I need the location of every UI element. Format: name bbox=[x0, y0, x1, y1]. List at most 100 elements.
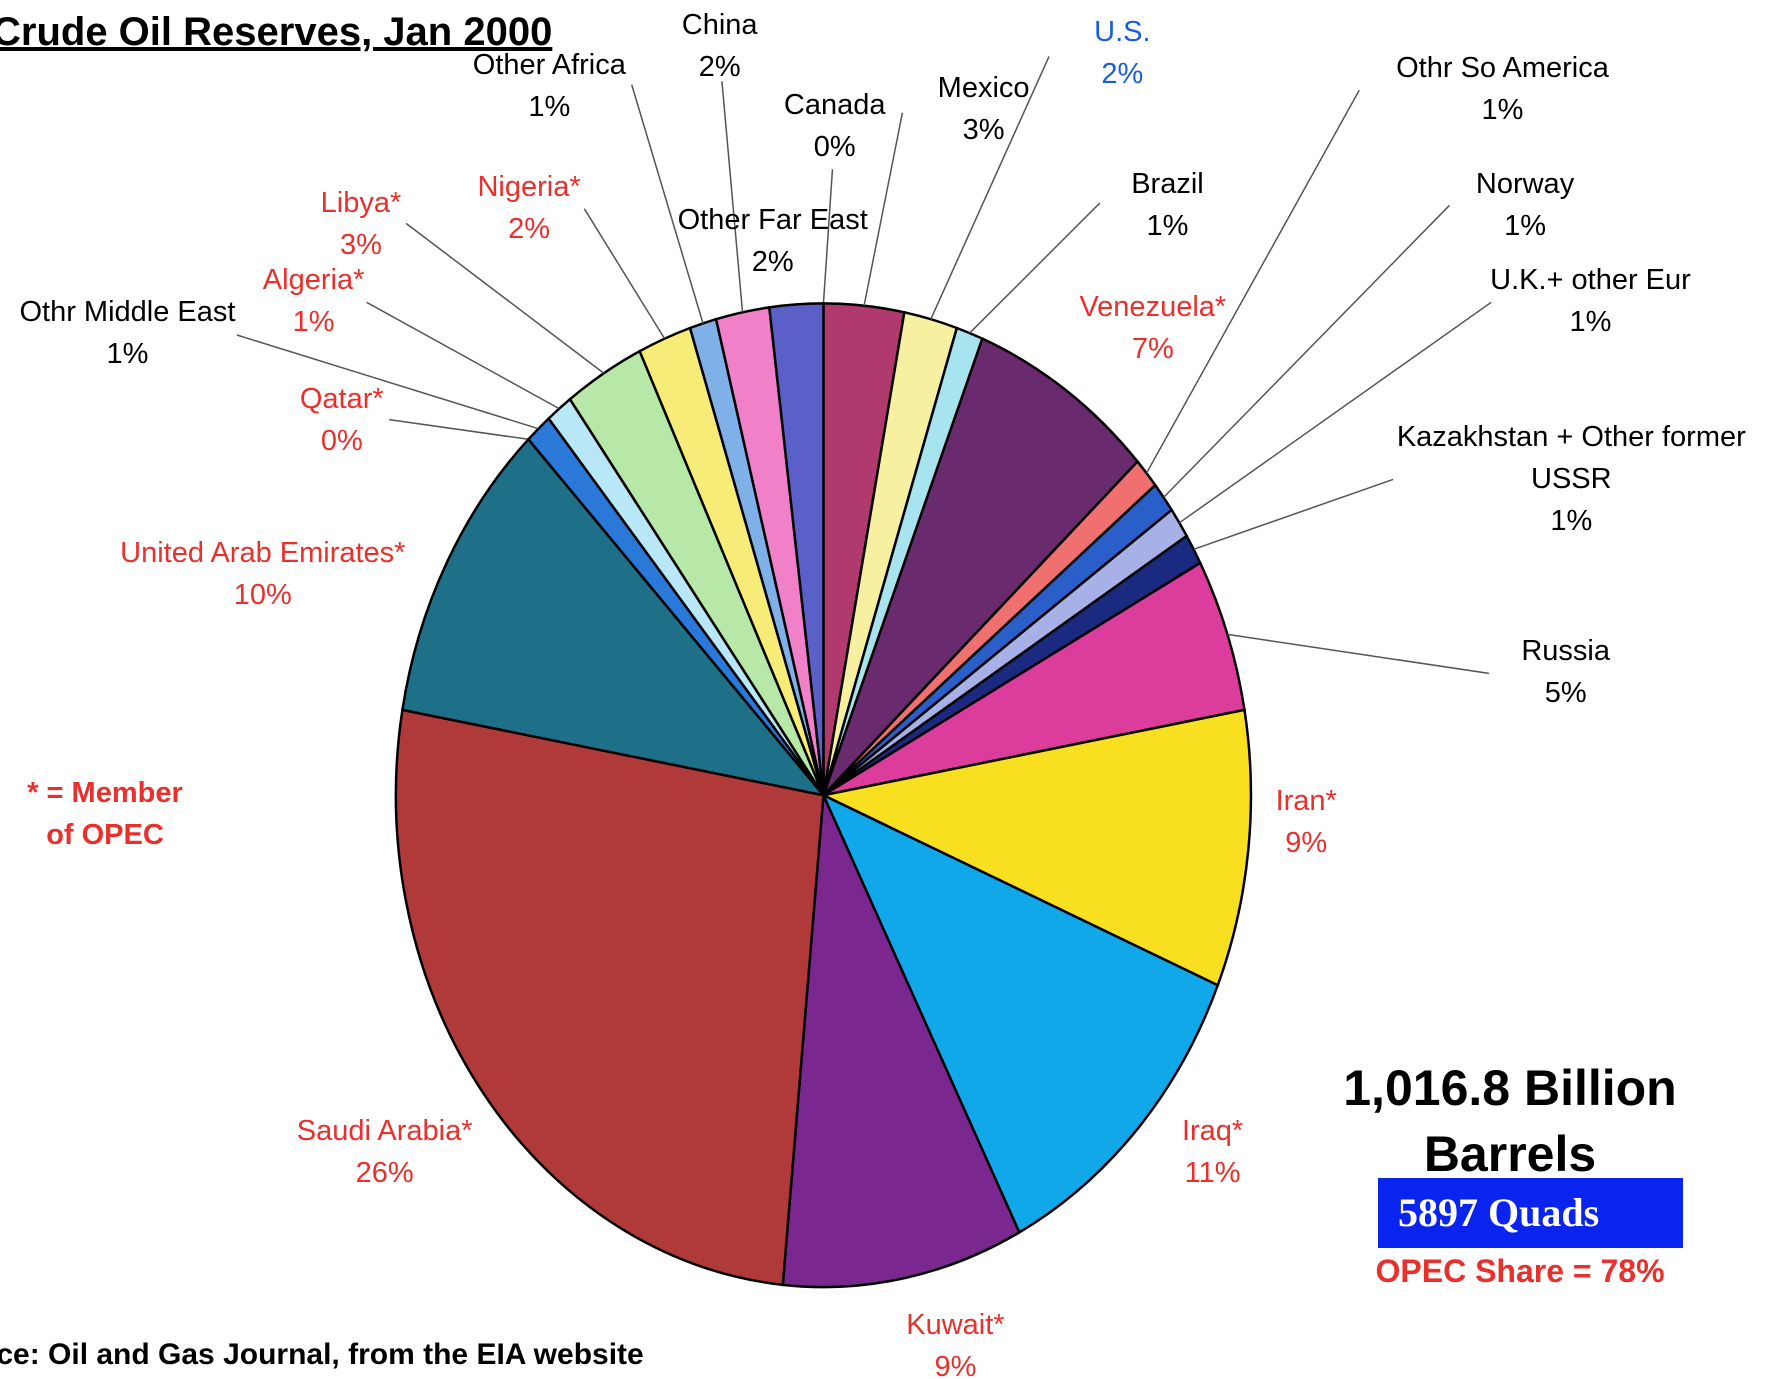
slice-label: Other Africa 1% bbox=[473, 44, 626, 128]
leader-line bbox=[405, 222, 605, 374]
slice-value: 2% bbox=[508, 213, 550, 246]
slice-label: Algeria* 1% bbox=[263, 259, 365, 343]
leader-line bbox=[822, 169, 834, 304]
slice-name: Venezuela* bbox=[1079, 290, 1227, 323]
slice-label: Russia 5% bbox=[1521, 630, 1610, 714]
slice-label: U.K.+ other Eur 1% bbox=[1490, 259, 1691, 343]
slice-name: Norway bbox=[1475, 167, 1575, 200]
slice-value: 1% bbox=[106, 338, 149, 371]
slice-value: 5% bbox=[1544, 676, 1587, 709]
quads-annotation: 5897 Quads bbox=[1378, 1178, 1683, 1248]
pie-slice bbox=[819, 708, 1253, 987]
slice-name: Iran* bbox=[1275, 784, 1337, 817]
slice-name: Other Africa bbox=[472, 49, 626, 82]
opec-note: * = Member of OPEC bbox=[27, 777, 183, 851]
leader-line bbox=[1227, 633, 1490, 675]
leader-line bbox=[583, 208, 666, 340]
pie-slice bbox=[394, 708, 825, 1287]
slice-name: Nigeria* bbox=[477, 171, 581, 204]
slice-value: 3% bbox=[339, 229, 382, 262]
slice-value: 7% bbox=[1131, 332, 1174, 365]
slice-label: China 2% bbox=[682, 4, 758, 88]
slice-label: Saudi Arabia* 26% bbox=[297, 1110, 473, 1194]
leader-line bbox=[630, 84, 704, 324]
slice-label: Iran* 9% bbox=[1276, 780, 1337, 864]
slice-value: 1% bbox=[292, 305, 335, 338]
slice-label: Norway 1% bbox=[1476, 163, 1574, 247]
slice-value: 1% bbox=[528, 91, 571, 124]
slice-name: Mexico bbox=[937, 71, 1030, 104]
leader-line bbox=[863, 112, 904, 306]
source-note: Source: Oil and Gas Journal, from the EI… bbox=[0, 1338, 644, 1371]
slice-value: 26% bbox=[355, 1157, 414, 1190]
slice-label: Kuwait* 9% bbox=[906, 1304, 1004, 1379]
slice-label: United Arab Emirates* 10% bbox=[120, 532, 405, 616]
slice-name: U.S. bbox=[1094, 15, 1151, 48]
slice-name: Othr So America bbox=[1396, 51, 1609, 84]
pie-slice bbox=[822, 561, 1246, 797]
leader-line bbox=[1193, 478, 1394, 551]
slice-label: Iraq* 11% bbox=[1182, 1110, 1243, 1194]
slice-value: 2% bbox=[698, 50, 741, 83]
slice-name: Iraq* bbox=[1181, 1115, 1244, 1148]
leader-line bbox=[236, 334, 539, 430]
slice-name: Other Far East bbox=[677, 203, 868, 236]
slice-value: 9% bbox=[1285, 826, 1328, 859]
slice-value: 1% bbox=[1569, 305, 1612, 338]
slice-name: Libya* bbox=[320, 187, 402, 220]
slice-label: Canada 0% bbox=[784, 84, 886, 168]
pie-slice bbox=[767, 302, 825, 796]
leader-line bbox=[721, 81, 744, 313]
slice-name: Brazil bbox=[1131, 167, 1204, 200]
leader-line bbox=[930, 56, 1050, 320]
slice-value: 2% bbox=[751, 245, 794, 278]
total-annotation: 1,016.8 Billion Barrels bbox=[1343, 1060, 1677, 1182]
slice-name: Kuwait* bbox=[906, 1309, 1005, 1342]
slice-label: Nigeria* 2% bbox=[477, 166, 580, 250]
slice-value: 1% bbox=[1481, 93, 1524, 126]
slice-name: Russia bbox=[1521, 634, 1610, 667]
slice-name: Qatar* bbox=[299, 383, 384, 416]
slice-name: Algeria* bbox=[262, 263, 365, 296]
leader-line bbox=[1163, 204, 1451, 498]
slice-name: Saudi Arabia* bbox=[296, 1115, 473, 1148]
slice-name: U.K.+ other Eur bbox=[1490, 263, 1691, 296]
leader-line bbox=[389, 418, 529, 441]
slice-value: 9% bbox=[934, 1351, 977, 1379]
slice-label: Venezuela* 7% bbox=[1079, 286, 1226, 370]
pie-slice bbox=[822, 336, 1140, 797]
leader-line bbox=[1145, 89, 1360, 474]
slice-label: U.S. 2% bbox=[1094, 11, 1150, 95]
slice-value: 0% bbox=[320, 425, 363, 458]
pie-slice bbox=[401, 437, 827, 798]
slice-label: Other Far East 2% bbox=[678, 199, 868, 283]
slice-label: Kazakhstan + Other former USSR 1% bbox=[1386, 416, 1756, 542]
pie-slice bbox=[781, 794, 1021, 1289]
slice-label: Brazil 1% bbox=[1131, 163, 1204, 247]
opec-share: OPEC Share = 78% bbox=[1375, 1253, 1665, 1289]
slice-value: 1% bbox=[1550, 504, 1593, 537]
pie-slice bbox=[820, 792, 1220, 1235]
slice-value: 3% bbox=[962, 113, 1005, 146]
slice-name: China bbox=[681, 8, 758, 41]
leader-line bbox=[969, 202, 1101, 334]
slice-value: 1% bbox=[1146, 209, 1189, 242]
slice-value: 10% bbox=[233, 578, 292, 611]
slice-name: Canada bbox=[783, 88, 886, 121]
slice-label: Libya* 3% bbox=[321, 182, 402, 266]
slice-label: Othr So America 1% bbox=[1396, 47, 1609, 131]
slice-value: 11% bbox=[1184, 1157, 1241, 1190]
slice-value: 0% bbox=[813, 130, 856, 163]
slice-name: Kazakhstan + Other former USSR bbox=[1396, 420, 1746, 495]
leader-line bbox=[1178, 301, 1492, 524]
slice-value: 2% bbox=[1101, 57, 1144, 90]
chart-title: Crude Oil Reserves, Jan 2000 bbox=[0, 10, 553, 54]
slice-label: Qatar* 0% bbox=[300, 378, 384, 462]
leader-line bbox=[366, 301, 560, 410]
slice-value: 1% bbox=[1504, 209, 1546, 242]
slice-name: United Arab Emirates* bbox=[120, 536, 406, 569]
slice-label: Othr Middle East 1% bbox=[19, 291, 235, 375]
slice-name: Othr Middle East bbox=[19, 296, 236, 329]
